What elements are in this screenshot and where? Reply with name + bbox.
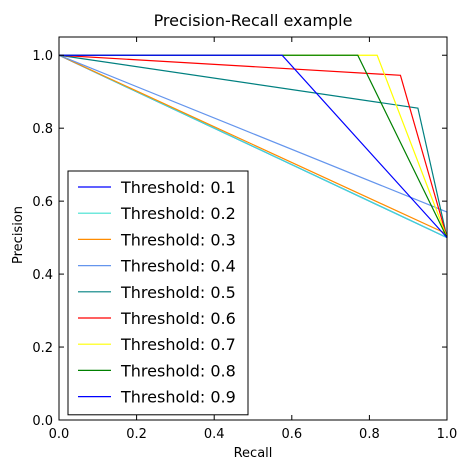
y-tick-label: 1.0 [32, 49, 53, 64]
legend-label: Threshold: 0.3 [120, 230, 236, 249]
legend-label: Threshold: 0.7 [120, 335, 236, 354]
y-axis-label: Precision [11, 206, 26, 264]
tick-layer: 0.0 0.2 0.4 0.6 0.8 1.0 0.0 0.2 0.4 0.6 0.8 1.0 [32, 37, 457, 442]
legend-label: Threshold: 0.5 [120, 283, 236, 302]
x-tick-label: 0.2 [126, 427, 147, 442]
x-tick-label: 1.0 [437, 427, 458, 442]
plot-frame [58, 36, 448, 421]
legend-box [67, 170, 249, 416]
chart-title: Precision-Recall example [154, 11, 353, 30]
legend: Threshold: 0.1 Threshold: 0.2 Threshold: 0… [67, 170, 249, 416]
x-axis-label: Recall [234, 446, 273, 461]
legend-label: Threshold: 0.9 [120, 388, 236, 407]
y-tick-label: 0.6 [32, 195, 53, 210]
legend-label: Threshold: 0.2 [120, 204, 236, 223]
y-tick-label: 0.2 [32, 341, 53, 356]
series-line-6 [58, 54, 448, 238]
x-tick-label: 0.0 [49, 427, 70, 442]
series-layer [58, 54, 448, 239]
y-tick-label: 0.8 [32, 122, 53, 137]
series-line-9 [59, 54, 448, 239]
x-tick-label: 0.8 [359, 427, 380, 442]
legend-label: Threshold: 0.4 [120, 257, 236, 276]
y-tick-label: 0.4 [32, 268, 53, 283]
series-line-5 [58, 54, 448, 238]
x-tick-label: 0.4 [204, 427, 225, 442]
legend-label: Threshold: 0.8 [120, 361, 236, 380]
y-tick-label: 0.0 [32, 414, 53, 429]
x-tick-label: 0.6 [281, 427, 302, 442]
legend-label: Threshold: 0.6 [120, 309, 236, 328]
legend-label: Threshold: 0.1 [120, 178, 236, 197]
